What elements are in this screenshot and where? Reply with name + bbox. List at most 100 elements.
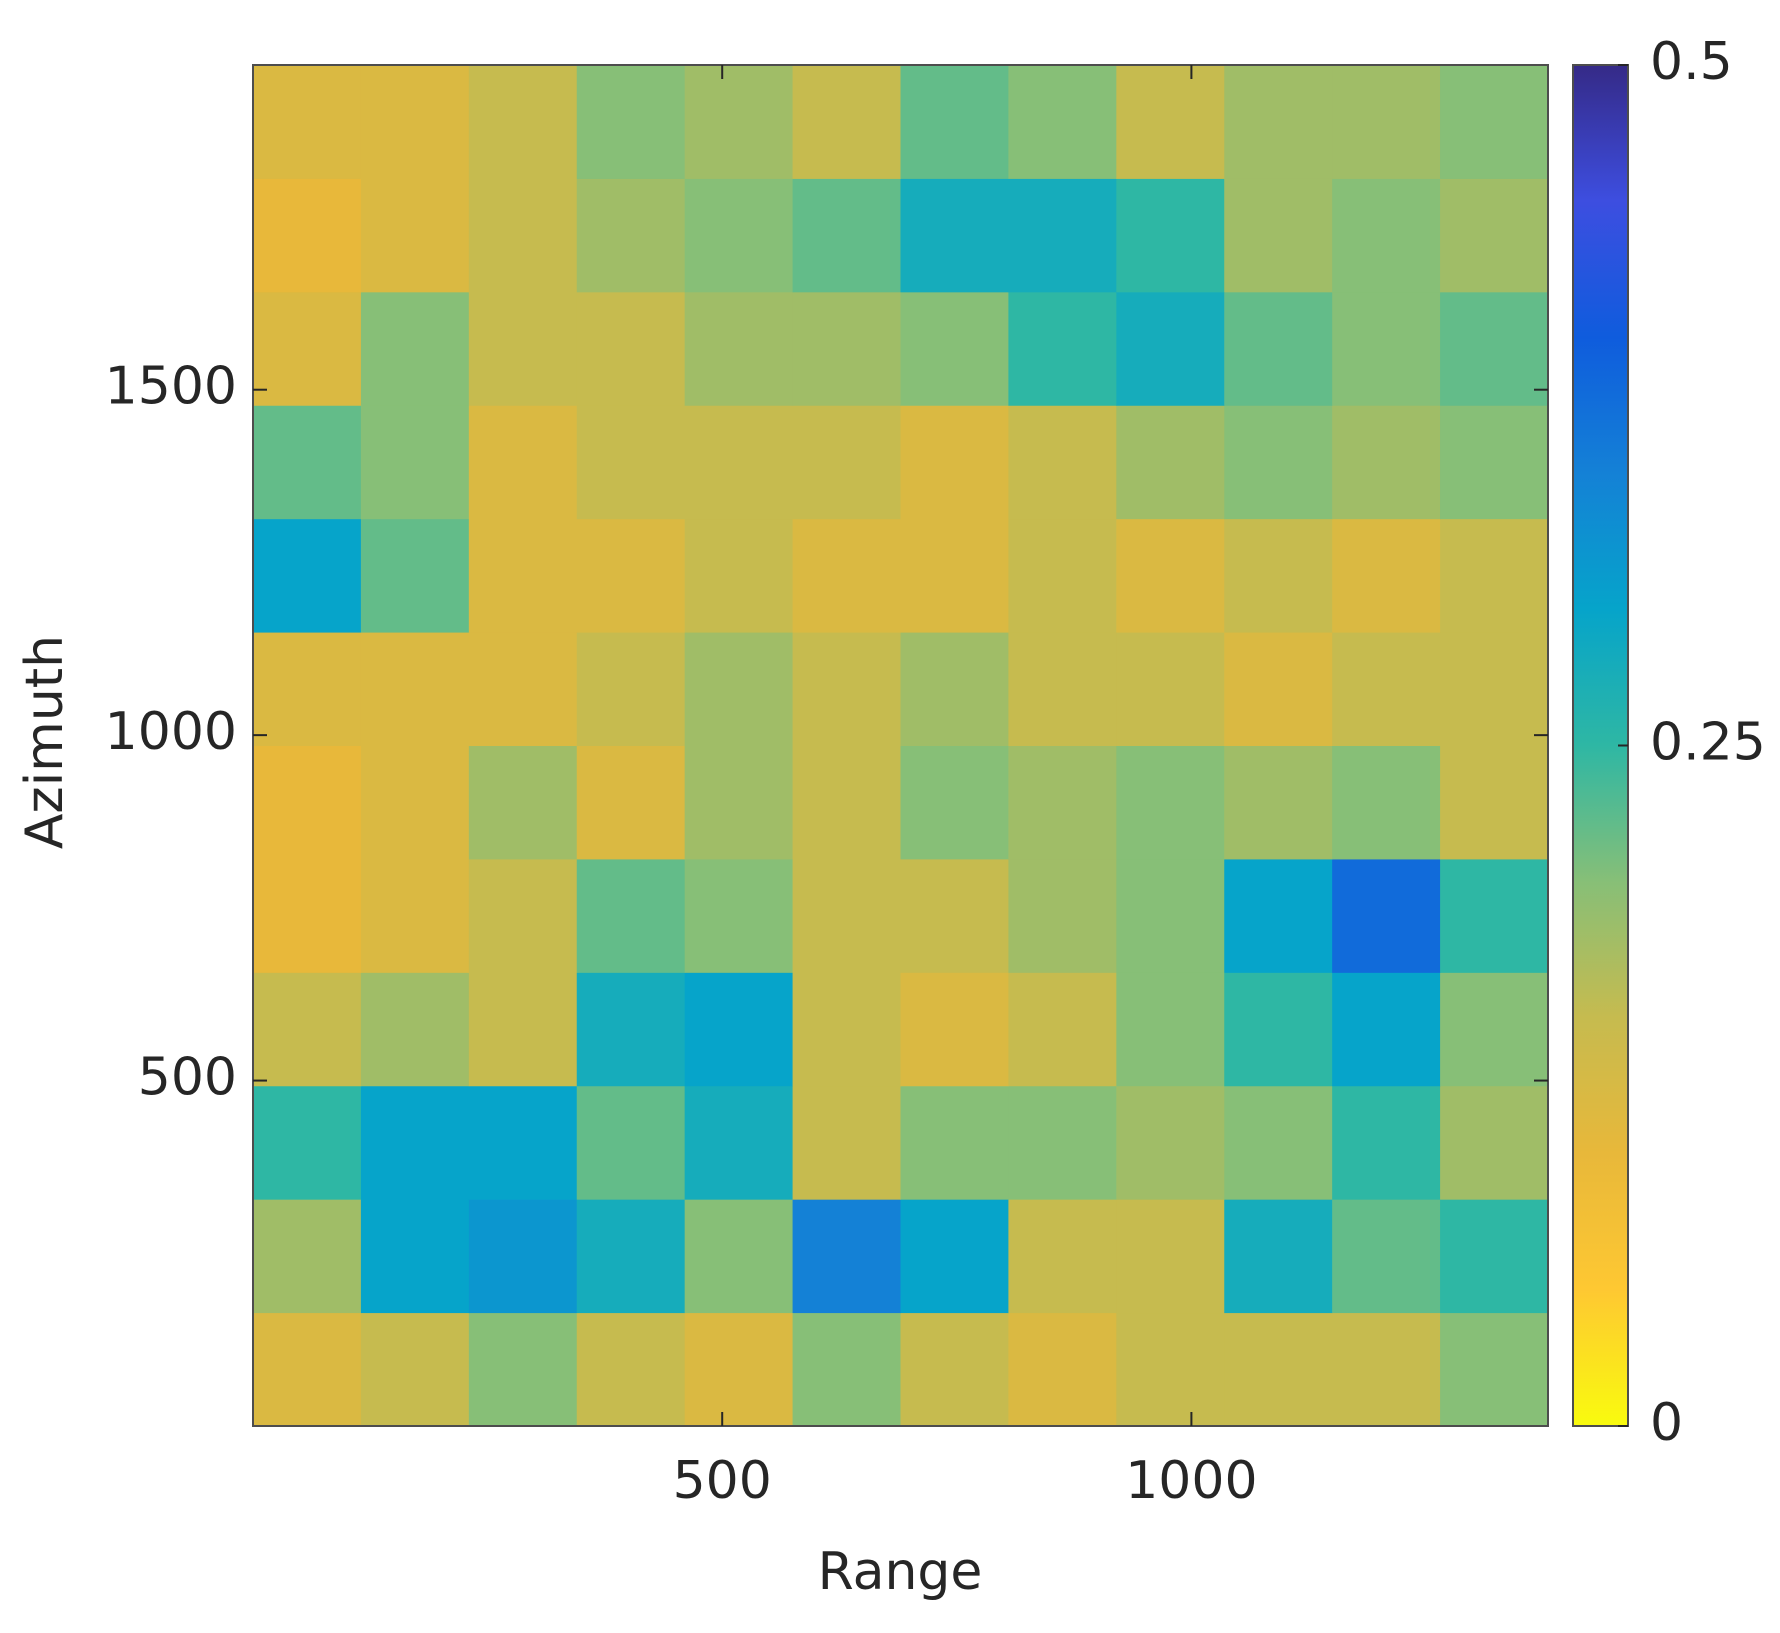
y-tick-label: 1500 bbox=[105, 357, 237, 417]
heatmap-cell bbox=[792, 1312, 901, 1427]
heatmap-cell bbox=[1116, 1199, 1225, 1314]
y-tick-label: 1000 bbox=[105, 702, 237, 762]
heatmap-cell bbox=[792, 858, 901, 973]
heatmap-cell bbox=[1332, 65, 1441, 179]
heatmap-cell bbox=[1332, 1085, 1441, 1200]
heatmap-cell bbox=[1440, 518, 1549, 633]
heatmap-cell bbox=[576, 518, 686, 633]
heatmap-cell bbox=[1332, 291, 1441, 406]
heatmap-cell bbox=[1116, 858, 1225, 973]
heatmap-cell bbox=[576, 858, 686, 973]
heatmap-cell bbox=[684, 65, 794, 179]
heatmap-cell bbox=[360, 745, 470, 860]
heatmap-cell bbox=[360, 632, 470, 746]
heatmap-cell bbox=[1224, 405, 1333, 520]
heatmap-cell bbox=[792, 1199, 901, 1314]
heatmap-cell bbox=[1224, 518, 1333, 633]
heatmap-cell bbox=[253, 518, 362, 633]
heatmap-cell bbox=[576, 1085, 686, 1200]
heatmap-cell bbox=[468, 1199, 578, 1314]
heatmap-cell bbox=[253, 745, 362, 860]
heatmap-cell bbox=[1116, 178, 1225, 293]
heatmap-cell bbox=[1224, 972, 1333, 1087]
heatmap-cell bbox=[253, 65, 362, 179]
heatmap-cell bbox=[360, 178, 470, 293]
heatmap-cell bbox=[900, 1199, 1009, 1314]
heatmap-cell bbox=[792, 291, 901, 406]
heatmap-cell bbox=[576, 745, 686, 860]
heatmap-cell bbox=[360, 518, 470, 633]
heatmap-cell bbox=[900, 745, 1009, 860]
heatmap-cell bbox=[1440, 858, 1549, 973]
heatmap-cell bbox=[1116, 405, 1225, 520]
heatmap-cell bbox=[253, 972, 362, 1087]
heatmap-cell bbox=[1440, 65, 1549, 179]
heatmap-cell bbox=[684, 291, 794, 406]
heatmap-cell bbox=[684, 858, 794, 973]
heatmap-cell bbox=[1116, 972, 1225, 1087]
heatmap-cell bbox=[1224, 291, 1333, 406]
heatmap-cell bbox=[684, 405, 794, 520]
heatmap-cell bbox=[1116, 65, 1225, 179]
heatmap-cell bbox=[468, 178, 578, 293]
heatmap-cell bbox=[576, 972, 686, 1087]
heatmap-cell bbox=[1008, 1199, 1117, 1314]
heatmap-cell bbox=[253, 291, 362, 406]
heatmap-cell bbox=[576, 405, 686, 520]
heatmap bbox=[253, 65, 1549, 1427]
heatmap-cell bbox=[253, 1199, 362, 1314]
heatmap-cell bbox=[1440, 1199, 1549, 1314]
heatmap-cell bbox=[1332, 745, 1441, 860]
heatmap-cell bbox=[468, 858, 578, 973]
heatmap-cell bbox=[900, 1312, 1009, 1427]
heatmap-cell bbox=[1008, 632, 1117, 746]
heatmap-cell bbox=[253, 1312, 362, 1427]
heatmap-cell bbox=[792, 972, 901, 1087]
heatmap-cell bbox=[1440, 405, 1549, 520]
heatmap-cell bbox=[1224, 1199, 1333, 1314]
heatmap-cell bbox=[253, 858, 362, 973]
x-tick-label: 500 bbox=[673, 1451, 772, 1511]
colorbar-tick-label: 0 bbox=[1650, 1393, 1683, 1453]
heatmap-cell bbox=[576, 1312, 686, 1427]
heatmap-cell bbox=[900, 65, 1009, 179]
heatmap-cell bbox=[360, 1199, 470, 1314]
heatmap-cell bbox=[1008, 405, 1117, 520]
heatmap-cell bbox=[1116, 518, 1225, 633]
heatmap-cell bbox=[576, 1199, 686, 1314]
heatmap-cell bbox=[1332, 178, 1441, 293]
heatmap-cell bbox=[468, 972, 578, 1087]
heatmap-cell bbox=[684, 1312, 794, 1427]
heatmap-cell bbox=[1116, 291, 1225, 406]
heatmap-cell bbox=[1008, 858, 1117, 973]
heatmap-cell bbox=[1224, 632, 1333, 746]
heatmap-cell bbox=[1332, 972, 1441, 1087]
heatmap-cell bbox=[1440, 1085, 1549, 1200]
heatmap-cell bbox=[1224, 178, 1333, 293]
heatmap-cell bbox=[576, 65, 686, 179]
heatmap-cell bbox=[1008, 1312, 1117, 1427]
heatmap-cell bbox=[684, 632, 794, 746]
heatmap-cell bbox=[900, 632, 1009, 746]
x-tick-label: 1000 bbox=[1125, 1451, 1257, 1511]
heatmap-cell bbox=[1224, 65, 1333, 179]
heatmap-cell bbox=[792, 405, 901, 520]
heatmap-cell bbox=[684, 745, 794, 860]
heatmap-cell bbox=[1116, 1085, 1225, 1200]
heatmap-cell bbox=[684, 972, 794, 1087]
heatmap-cell bbox=[360, 291, 470, 406]
heatmap-cell bbox=[360, 858, 470, 973]
heatmap-cell bbox=[1440, 972, 1549, 1087]
heatmap-cell bbox=[1008, 291, 1117, 406]
colorbar-tick-label: 0.5 bbox=[1650, 32, 1733, 92]
heatmap-cell bbox=[468, 518, 578, 633]
heatmap-cell bbox=[253, 632, 362, 746]
heatmap-cell bbox=[468, 1312, 578, 1427]
heatmap-cell bbox=[253, 178, 362, 293]
heatmap-cell bbox=[792, 632, 901, 746]
heatmap-cell bbox=[900, 405, 1009, 520]
heatmap-cell bbox=[468, 405, 578, 520]
heatmap-cell bbox=[1332, 518, 1441, 633]
x-axis-label: Range bbox=[818, 1542, 983, 1602]
heatmap-cell bbox=[360, 65, 470, 179]
